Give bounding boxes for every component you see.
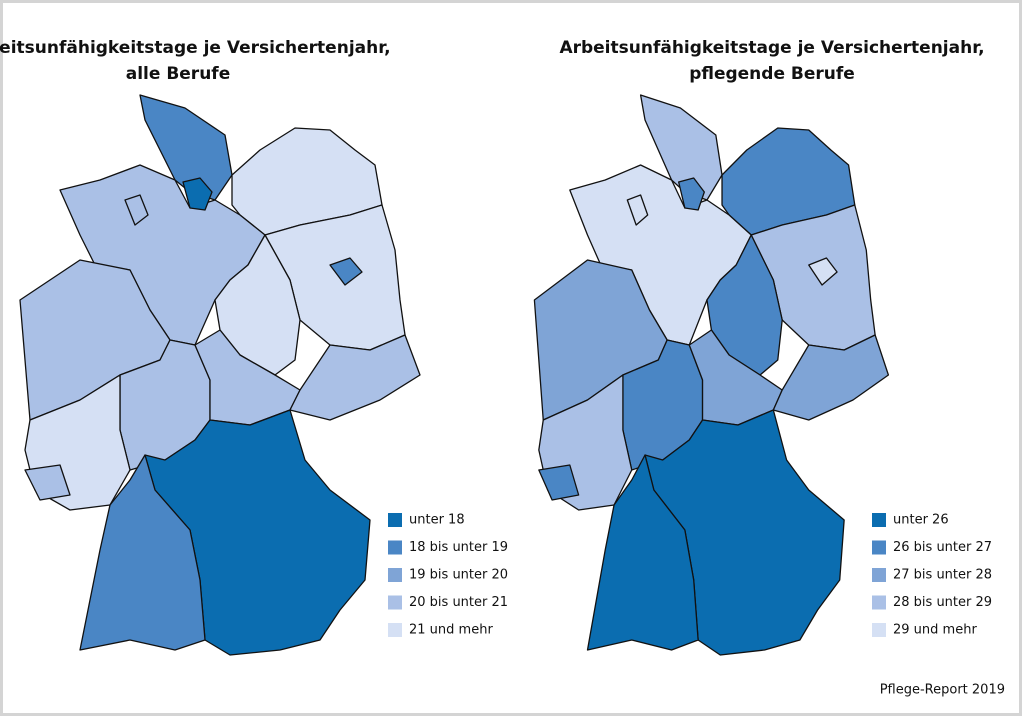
legend-swatch [872,568,886,582]
legend-swatch [388,623,402,637]
legend-label: 21 und mehr [409,623,493,638]
legend-label: unter 26 [893,513,949,528]
legend-label: 19 bis unter 20 [409,568,508,583]
legend-label: 20 bis unter 21 [409,595,508,610]
state-region [809,258,837,285]
state-region [679,178,705,210]
state-region [707,235,782,375]
legend-swatch [872,513,886,527]
legend-label: 28 bis unter 29 [893,595,992,610]
legend-label: 26 bis unter 27 [893,540,992,555]
legend-label: unter 18 [409,513,465,528]
state-region [125,195,148,225]
map-left [20,95,420,655]
legend-swatch [388,595,402,610]
state-region [80,455,205,650]
state-region [539,465,579,500]
legend-swatch [872,540,886,555]
map-title: pflegende Berufe [689,64,855,84]
source: Pflege-Report 2019 [880,683,1005,698]
map-title: Arbeitsunfähigkeitstage je Versichertenj… [559,38,984,58]
legend-label: 27 bis unter 28 [893,568,992,583]
map-title: Arbeitsunfähigkeitstage je Versichertenj… [0,38,391,58]
state-region [627,195,647,225]
legend-swatch [388,568,402,582]
map-title: alle Berufe [126,64,230,84]
state-region [183,178,212,210]
legend-swatch [872,623,886,637]
legend-label: 18 bis unter 19 [409,540,508,555]
legend-swatch [872,595,886,610]
state-region [25,465,70,500]
state-region [330,258,362,285]
state-region [215,235,300,375]
state-region [290,335,420,420]
legend-swatch [388,540,402,555]
legend-swatch [388,513,402,527]
state-region [773,335,888,420]
map-right [534,95,888,655]
state-region [588,455,699,650]
legend-label: 29 und mehr [893,623,977,638]
